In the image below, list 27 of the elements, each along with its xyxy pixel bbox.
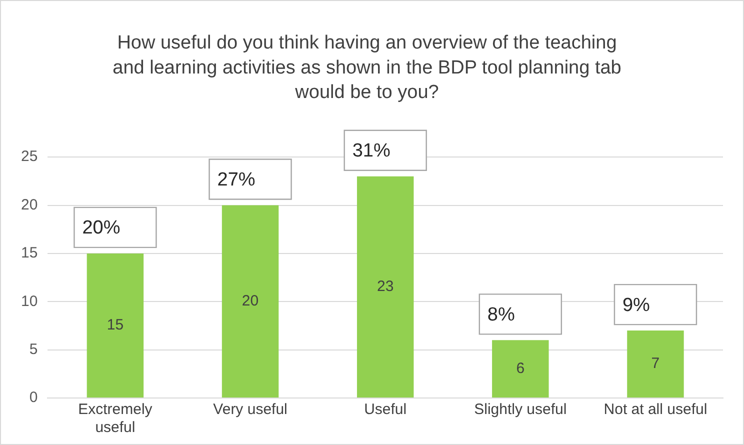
y-tick-label: 10: [20, 292, 38, 310]
bar: [356, 176, 414, 398]
y-tick-label: 20: [20, 196, 38, 214]
y-tick-label: 0: [29, 389, 38, 406]
data-label: 20: [242, 292, 259, 310]
bar: [222, 205, 279, 398]
data-label: 15: [106, 316, 124, 334]
y-tick-label: 25: [20, 148, 38, 166]
x-tick-label: Exctremely useful: [78, 401, 153, 436]
annotation: 27%: [217, 170, 256, 191]
bar: [86, 253, 144, 398]
x-tick-label: Very useful: [213, 401, 288, 418]
y-tick-label: 15: [20, 244, 38, 262]
annotation: 8%: [487, 304, 515, 326]
chart-title: How useful do you think having an overview of the teaching and learning activities as shown in the BDP tool planning tab would be to you?: [112, 32, 622, 103]
y-tick-label: 5: [29, 340, 38, 358]
data-label: 23: [377, 278, 394, 296]
bar: [492, 340, 549, 398]
annotation: 31%: [352, 140, 390, 162]
annotation: 9%: [622, 294, 650, 316]
x-tick-label: Slightly useful: [474, 401, 567, 418]
annotation: 20%: [82, 218, 120, 239]
data-label: 7: [651, 355, 660, 372]
x-tick-label: Useful: [364, 401, 407, 418]
data-label: 6: [516, 360, 525, 377]
bar: [627, 330, 684, 398]
x-tick-label: Not at all useful: [604, 401, 708, 418]
